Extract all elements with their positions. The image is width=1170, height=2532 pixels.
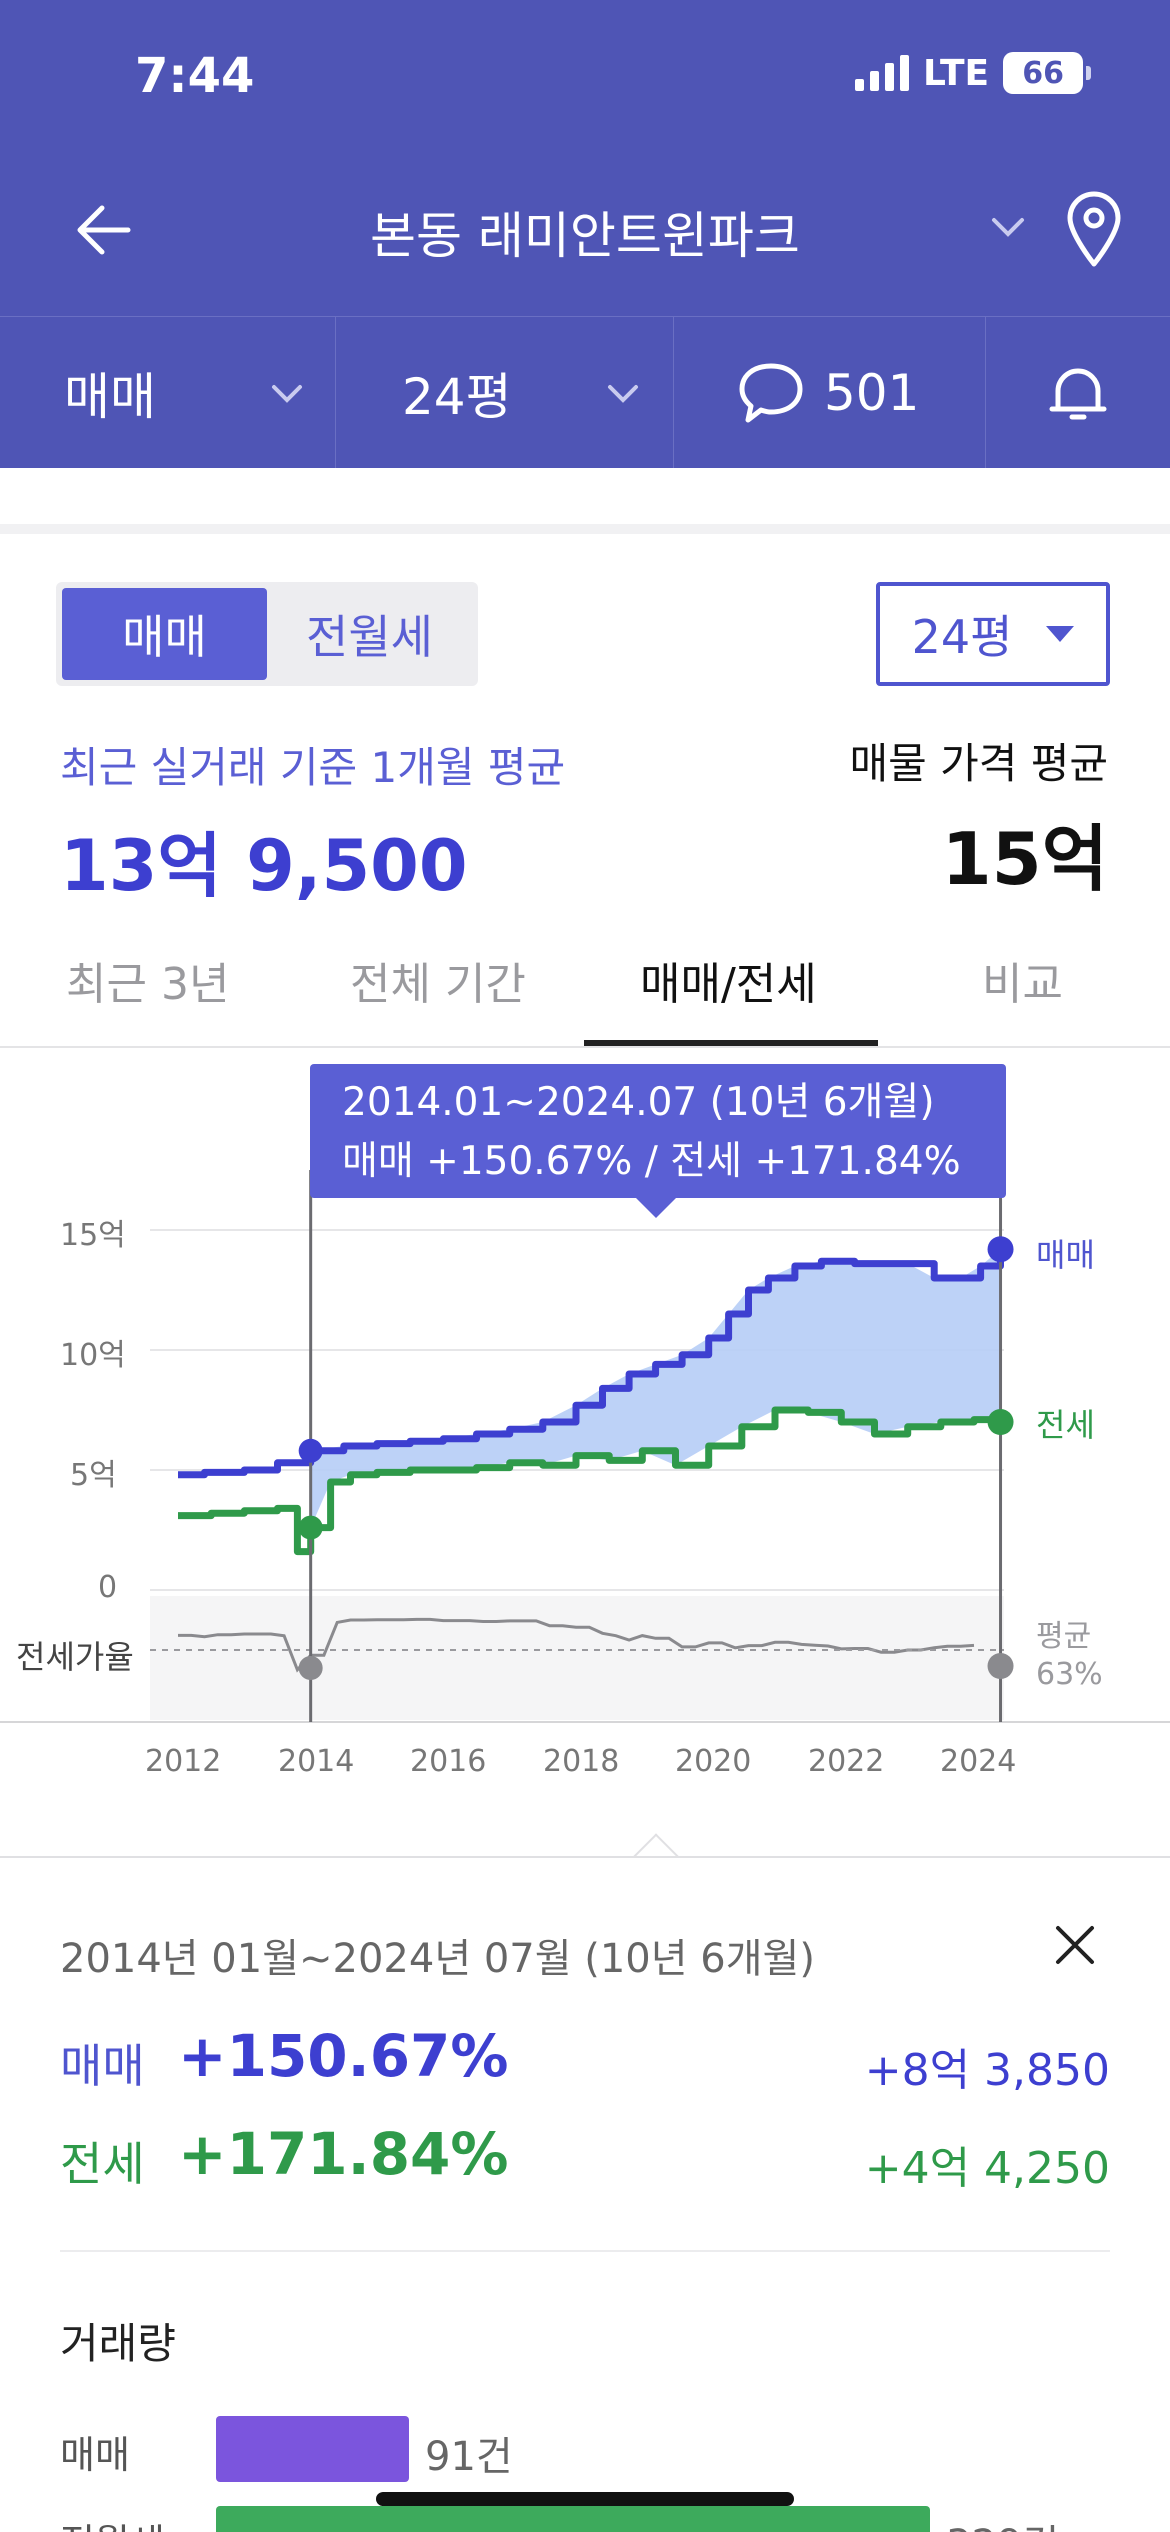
tab-recent-3y[interactable]: 최근 3년 <box>66 959 230 1010</box>
tab-all-period[interactable]: 전체 기간 <box>350 959 526 1010</box>
detail-sheet <box>0 1856 1170 2532</box>
battery-level: 66 <box>1022 55 1065 91</box>
sale-start-marker <box>298 1438 323 1463</box>
ratio-start-marker <box>298 1656 323 1680</box>
legend-sale: 매매 <box>1036 1236 1095 1274</box>
size-dropdown-label: 24평 <box>911 610 1013 664</box>
y-tick-label: 15억 <box>60 1218 126 1253</box>
size-dropdown[interactable]: 24평 <box>876 582 1110 686</box>
tooltip-period: 2014.01~2024.07 (10년 6개월) <box>342 1080 935 1125</box>
ratio-end-marker <box>987 1653 1014 1679</box>
volume-rent-bar <box>216 2506 930 2532</box>
tooltip-change: 매매 +150.67% / 전세 +171.84% <box>342 1139 961 1184</box>
sale-end-marker <box>987 1236 1014 1263</box>
volume-rent-count: 329건 <box>946 2512 1059 2532</box>
volume-sale-label: 매매 <box>60 2433 130 2477</box>
price-chart[interactable]: 2014.01~2024.07 (10년 6개월) 매매 +150.67% / … <box>0 1050 1170 1790</box>
jeonse-change-label: 전세 <box>60 2137 145 2191</box>
nav-bar: 본동 래미안트윈파크 <box>0 168 1170 288</box>
x-tick-label: 2020 <box>675 1744 752 1779</box>
y-tick-label: 10억 <box>60 1338 126 1373</box>
app-header: 7:44 LTE 66 본동 래미안트윈파크 매매 24평 501 <box>0 0 1170 469</box>
x-tick-label: 2012 <box>145 1744 222 1779</box>
home-indicator <box>376 2492 794 2506</box>
battery-icon: 66 <box>1003 52 1092 94</box>
spread-area <box>310 1249 1001 1528</box>
chart-canvas <box>0 1170 1170 1723</box>
sale-change-amount: +8억 3,850 <box>864 2045 1110 2096</box>
sale-change-label: 매매 <box>60 2039 145 2093</box>
deal-type-select[interactable]: 매매 <box>0 317 336 469</box>
ratio-average: 평균 63% <box>1036 1618 1103 1694</box>
jeonse-change-percent: +171.84% <box>178 2120 509 2188</box>
deal-type-label: 매매 <box>64 368 156 426</box>
network-type: LTE <box>923 52 990 94</box>
comment-count: 501 <box>824 364 920 422</box>
x-tick-label: 2022 <box>808 1744 885 1779</box>
recent-average-value: 13억 9,500 <box>60 825 468 907</box>
chevron-down-icon <box>608 385 638 403</box>
segment-sale[interactable]: 매매 <box>62 588 267 680</box>
bell-icon <box>1049 368 1107 420</box>
close-icon[interactable] <box>1050 1920 1100 1970</box>
map-pin-icon[interactable] <box>1062 190 1126 274</box>
back-arrow-icon[interactable] <box>68 190 148 270</box>
listing-average-value: 15억 <box>941 817 1108 901</box>
period-tabs: 최근 3년 전체 기간 매매/전세 비교 <box>0 930 1170 1048</box>
ratio-band <box>150 1596 1004 1720</box>
status-indicators: LTE 66 <box>855 52 1092 94</box>
page-title[interactable]: 본동 래미안트윈파크 <box>370 207 800 265</box>
jeonse-start-marker <box>298 1515 323 1540</box>
section-divider <box>0 468 1170 534</box>
segment-rent[interactable]: 전월세 <box>306 610 433 664</box>
x-tick-label: 2014 <box>278 1744 355 1779</box>
volume-title: 거래량 <box>60 2319 176 2368</box>
deal-segment-control: 매매 전월세 <box>56 582 478 686</box>
x-tick-label: 2024 <box>940 1744 1017 1779</box>
size-label: 24평 <box>402 368 512 426</box>
recent-average-label: 최근 실거래 기준 1개월 평균 <box>60 743 566 792</box>
jeonse-end-marker <box>987 1409 1014 1435</box>
y-tick-label: 0 <box>98 1570 118 1605</box>
divider <box>60 2250 1110 2252</box>
status-time: 7:44 <box>135 48 255 104</box>
sale-line <box>178 1249 1004 1479</box>
tab-sale-jeonse[interactable]: 매매/전세 <box>640 959 817 1010</box>
ratio-average-label: 평균 <box>1036 1619 1092 1654</box>
comments-button[interactable]: 501 <box>674 317 986 469</box>
detail-period: 2014년 01월~2024년 07월 (10년 6개월) <box>60 1936 815 1982</box>
active-tab-indicator <box>584 1040 878 1046</box>
x-tick-label: 2018 <box>543 1744 620 1779</box>
x-tick-label: 2016 <box>410 1744 487 1779</box>
ratio-average-value: 63% <box>1036 1657 1103 1692</box>
listing-average-label: 매물 가격 평균 <box>849 739 1108 788</box>
chevron-down-icon[interactable] <box>990 208 1026 248</box>
sale-change-percent: +150.67% <box>178 2022 509 2090</box>
jeonse-change-amount: +4억 4,250 <box>864 2143 1110 2194</box>
y-tick-label: 5억 <box>70 1458 117 1493</box>
chevron-down-icon <box>272 385 302 403</box>
notification-button[interactable] <box>986 317 1170 469</box>
speech-bubble-icon <box>739 363 803 423</box>
size-select[interactable]: 24평 <box>336 317 674 469</box>
filter-bar: 매매 24평 501 <box>0 316 1170 469</box>
caret-down-icon <box>1046 626 1075 642</box>
jeonse-line <box>178 1406 1004 1556</box>
chart-tooltip: 2014.01~2024.07 (10년 6개월) 매매 +150.67% / … <box>310 1064 1006 1218</box>
legend-jeonse: 전세 <box>1036 1406 1095 1444</box>
cellular-signal-icon <box>855 55 909 91</box>
ratio-label: 전세가율 <box>16 1638 134 1676</box>
volume-rent-label: 전월세 <box>60 2512 165 2532</box>
volume-sale-bar <box>216 2416 409 2482</box>
tab-compare[interactable]: 비교 <box>982 959 1063 1010</box>
volume-sale-count: 91건 <box>425 2434 513 2480</box>
